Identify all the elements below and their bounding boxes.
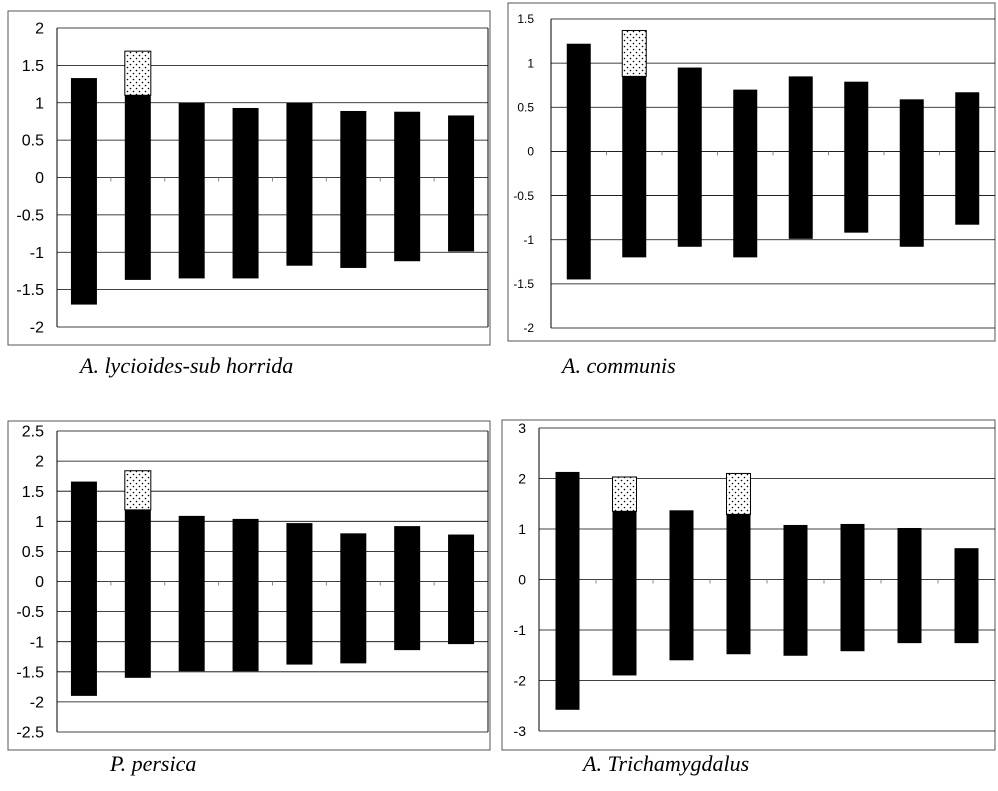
chart-frame: [7, 420, 491, 751]
y-tick-label: -1.5: [16, 664, 44, 681]
y-tick-label: 0: [518, 571, 526, 587]
y-tick-label: 2.5: [22, 424, 44, 441]
y-tick-label: 2: [35, 21, 44, 38]
stippled-extension-bar: [726, 472, 751, 515]
chart-panel-lycioides: 2 1.5 1 0.5 0 -0.5 -1 -1.5 -2 A. lycioides-sub h…: [0, 0, 500, 390]
y-tick-label: -0.5: [16, 604, 44, 621]
y-tick-label: -1.5: [16, 282, 44, 299]
range-bar: [178, 515, 205, 672]
y-tick-label: 0: [527, 145, 534, 159]
range-bar: [566, 43, 591, 280]
y-tick-label: 3: [518, 420, 526, 436]
y-tick-label: -2: [523, 321, 534, 335]
range-bar: [286, 523, 313, 665]
y-tick-label: 1.5: [22, 484, 44, 501]
y-tick-label: 0: [35, 574, 44, 591]
y-tick-label: 1.5: [22, 58, 44, 75]
range-bar: [124, 509, 151, 678]
y-tick-label: -1: [514, 622, 527, 638]
y-tick-label: 1.5: [517, 12, 534, 26]
range-bar: [954, 548, 979, 644]
chart-frame: [507, 2, 996, 342]
range-bar: [783, 524, 808, 656]
range-bar: [340, 110, 367, 268]
chart-frame: [7, 10, 491, 346]
y-tick-label: 1: [518, 521, 526, 537]
y-tick-label: 0: [35, 170, 44, 187]
y-tick-label: -2: [30, 320, 44, 337]
y-tick-label: 0.5: [22, 544, 44, 561]
range-bar: [286, 102, 313, 266]
range-bar: [555, 471, 580, 710]
range-bar: [955, 92, 980, 225]
y-tick-label: -1.5: [513, 277, 534, 291]
stippled-extension-bar: [124, 50, 152, 96]
range-bar: [897, 527, 922, 644]
range-bar: [124, 95, 151, 280]
y-tick-label: -1: [30, 245, 44, 262]
range-bar: [788, 76, 813, 239]
range-bar: [178, 102, 205, 279]
y-tick-label: 0.5: [22, 133, 44, 150]
stippled-extension-bar: [612, 476, 637, 512]
range-bar: [448, 115, 475, 252]
stippled-extension-bar: [621, 29, 647, 77]
range-bar: [70, 78, 97, 305]
y-tick-label: -0.5: [513, 189, 534, 203]
range-bar: [232, 518, 259, 672]
range-bar: [669, 510, 694, 661]
y-tick-label: -1: [30, 634, 44, 651]
y-tick-label: 1: [35, 514, 44, 531]
chart-frame: [501, 419, 996, 751]
range-bar: [394, 526, 421, 651]
bar-chart-communis: 1.5 1 0.5 0 -0.5 -1 -1.5 -2: [507, 2, 996, 342]
y-tick-label: -0.5: [16, 207, 44, 224]
y-tick-label: 1: [527, 56, 534, 70]
range-bar: [232, 107, 259, 279]
y-tick-label: 0.5: [517, 100, 534, 114]
y-tick-label: -2.5: [16, 725, 44, 742]
bar-chart-lycioides: 2 1.5 1 0.5 0 -0.5 -1 -1.5 -2: [7, 10, 491, 346]
y-tick-label: -1: [523, 233, 534, 247]
y-tick-label: -2: [514, 672, 527, 688]
range-bar: [733, 89, 758, 258]
bar-chart-trichamygdalus: 3 2 1 0 -1 -2 -3: [501, 419, 996, 751]
range-bar: [840, 523, 865, 652]
y-tick-label: 2: [35, 454, 44, 471]
range-bar: [394, 111, 421, 262]
range-bar: [844, 81, 869, 233]
y-tick-label: -3: [514, 723, 527, 739]
stippled-extension-bar: [124, 470, 152, 511]
y-tick-label: 2: [518, 470, 526, 486]
chart-caption-trichamygdalus: A. Trichamygdalus: [583, 751, 750, 776]
y-tick-label: 1: [35, 95, 44, 112]
y-tick-label: -2: [30, 695, 44, 712]
bar-chart-persica: 2.5 2 1.5 1 0.5 0 -0.5 -1 -1.5 -2 -2.5: [7, 420, 491, 751]
range-bar: [448, 534, 475, 645]
range-bar: [340, 533, 367, 664]
chart-panel-communis: 1.5 1 0.5 0 -0.5 -1 -1.5 -2 A. communis: [500, 0, 998, 390]
range-bar: [726, 514, 751, 655]
range-bar: [899, 99, 924, 247]
range-bar: [612, 511, 637, 676]
range-bar: [622, 76, 647, 258]
chart-panel-persica: 2.5 2 1.5 1 0.5 0 -0.5 -1 -1.5 -2 -2.5 P. persica: [0, 413, 500, 791]
range-bar: [677, 67, 702, 247]
chart-caption-lycioides: A. lycioides-sub horrida: [80, 353, 294, 378]
chart-caption-persica: P. persica: [110, 751, 197, 776]
chart-caption-communis: A. communis: [562, 353, 676, 378]
range-bar: [70, 481, 97, 696]
chart-panel-trichamygdalus: 3 2 1 0 -1 -2 -3 A. Trichamygdalus: [500, 413, 998, 791]
